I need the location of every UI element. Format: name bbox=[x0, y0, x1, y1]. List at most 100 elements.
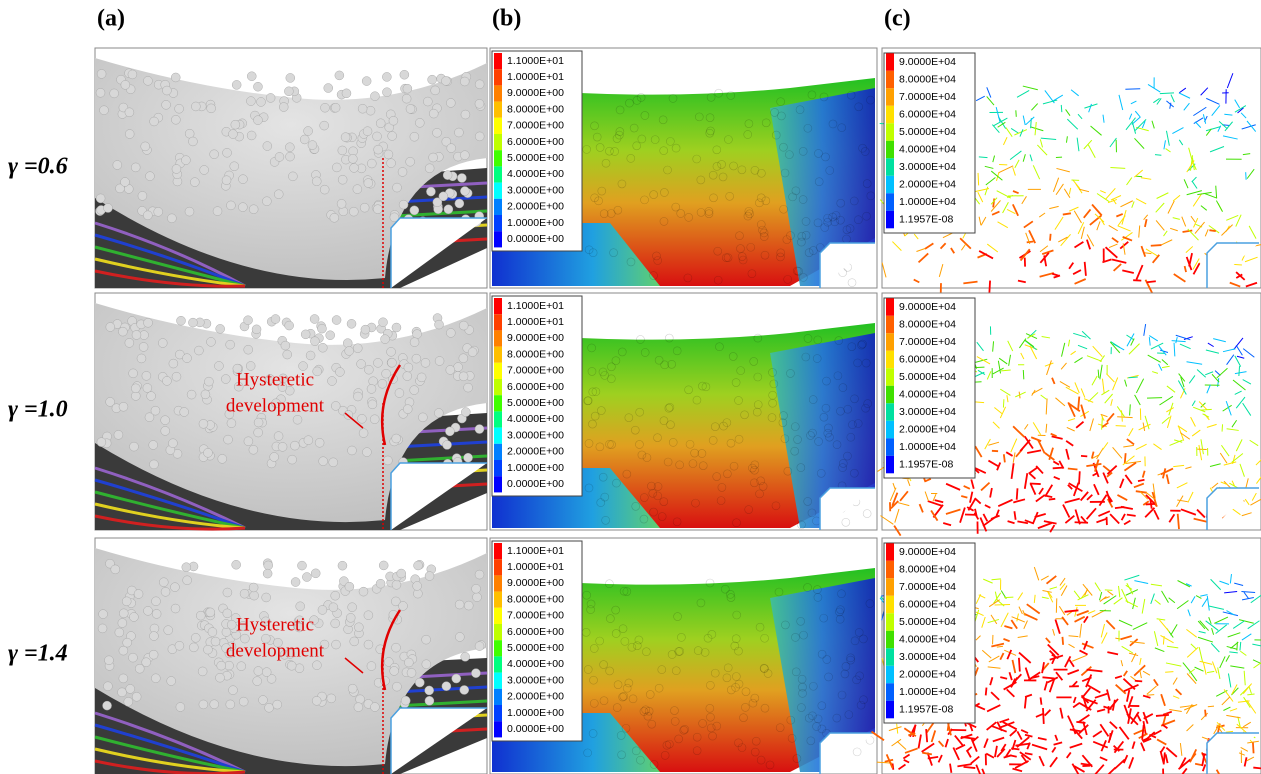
particle bbox=[143, 76, 153, 86]
contact-force bbox=[1175, 334, 1191, 341]
legend-label: 1.1957E-08 bbox=[899, 458, 953, 470]
contact-force bbox=[1033, 594, 1036, 604]
particle bbox=[387, 357, 397, 368]
contact-force bbox=[1131, 741, 1136, 750]
contact-force bbox=[1242, 379, 1252, 385]
contact-force bbox=[1107, 730, 1114, 744]
contact-force bbox=[1222, 348, 1236, 353]
contact-force bbox=[986, 243, 999, 253]
particle bbox=[756, 476, 765, 486]
particle bbox=[624, 413, 634, 422]
contact-force bbox=[1049, 756, 1058, 768]
contact-force bbox=[1023, 696, 1027, 709]
contact-force bbox=[902, 753, 911, 760]
contact-force bbox=[987, 618, 1000, 624]
particle bbox=[740, 410, 749, 420]
contact-force bbox=[986, 96, 995, 106]
contact-force bbox=[1226, 73, 1234, 89]
contact-force bbox=[1200, 594, 1208, 597]
particle bbox=[624, 678, 634, 688]
particle bbox=[401, 93, 412, 104]
contact-force bbox=[1201, 764, 1207, 772]
particle bbox=[866, 95, 875, 105]
contact-force bbox=[1074, 615, 1086, 623]
particle bbox=[153, 207, 163, 217]
contact-force bbox=[1087, 610, 1096, 614]
particle bbox=[144, 412, 155, 422]
contact-force bbox=[1019, 751, 1032, 761]
particle bbox=[418, 412, 428, 423]
contact-force bbox=[1166, 415, 1172, 429]
contact-force bbox=[1073, 332, 1087, 338]
contact-force bbox=[1092, 730, 1103, 738]
particle bbox=[635, 440, 644, 449]
contact-force bbox=[1003, 681, 1017, 691]
contact-force bbox=[1102, 258, 1112, 264]
contact-force bbox=[1210, 578, 1222, 591]
particle bbox=[726, 685, 736, 695]
contact-force bbox=[1069, 742, 1083, 749]
contact-force bbox=[1255, 459, 1261, 466]
legend-label: 5.0000E+00 bbox=[507, 642, 564, 654]
particle bbox=[814, 437, 823, 446]
contact-force bbox=[1022, 115, 1026, 126]
contact-force bbox=[981, 649, 992, 659]
contact-force bbox=[1080, 666, 1092, 677]
particle bbox=[835, 607, 844, 617]
particle bbox=[583, 665, 593, 674]
contact-force bbox=[945, 508, 961, 515]
particle bbox=[461, 407, 471, 417]
contact-force bbox=[1153, 631, 1159, 647]
contact-force bbox=[1173, 273, 1186, 283]
contact-force bbox=[1102, 442, 1109, 451]
contact-force bbox=[1191, 157, 1195, 171]
particle bbox=[769, 379, 779, 389]
particle bbox=[750, 165, 760, 175]
contact-force bbox=[1186, 673, 1197, 684]
legend-label: 2.0000E+04 bbox=[899, 668, 956, 680]
particle bbox=[272, 699, 282, 710]
contact-force bbox=[1134, 394, 1141, 406]
particle bbox=[726, 590, 735, 599]
legend-swatch bbox=[494, 476, 502, 493]
particle bbox=[589, 644, 599, 653]
particle bbox=[728, 352, 738, 361]
contact-force bbox=[1187, 609, 1191, 617]
particle bbox=[428, 152, 438, 163]
contact-force bbox=[1156, 192, 1169, 199]
particle bbox=[807, 90, 817, 100]
particle bbox=[387, 131, 397, 141]
contact-force bbox=[1128, 113, 1133, 120]
particle bbox=[251, 324, 262, 335]
contact-force bbox=[1064, 515, 1075, 524]
particle bbox=[334, 70, 345, 81]
particle bbox=[612, 703, 622, 712]
legend-swatch bbox=[886, 350, 894, 369]
contact-force bbox=[1037, 522, 1053, 530]
contact-force bbox=[984, 186, 989, 196]
particle bbox=[735, 231, 744, 241]
contact-force bbox=[1052, 460, 1060, 466]
row-label: γ =1.4 bbox=[8, 641, 68, 667]
particle bbox=[355, 694, 365, 705]
particle bbox=[225, 339, 235, 350]
legend-swatch bbox=[886, 420, 894, 439]
particle bbox=[819, 412, 829, 422]
particle bbox=[151, 596, 161, 607]
contact-force bbox=[1134, 169, 1144, 178]
particle bbox=[378, 317, 388, 328]
legend-label: 3.0000E+04 bbox=[899, 161, 956, 173]
contact-force bbox=[1183, 704, 1198, 711]
particle bbox=[797, 231, 807, 241]
contact-force bbox=[954, 734, 965, 747]
contact-force bbox=[1122, 455, 1135, 466]
particle bbox=[644, 706, 654, 716]
particle bbox=[828, 212, 837, 222]
particle bbox=[734, 434, 744, 444]
particle bbox=[319, 639, 330, 650]
particle bbox=[744, 119, 754, 128]
particle bbox=[114, 627, 125, 638]
particle bbox=[797, 520, 806, 530]
particle bbox=[660, 751, 670, 760]
contact-force bbox=[990, 170, 1003, 181]
